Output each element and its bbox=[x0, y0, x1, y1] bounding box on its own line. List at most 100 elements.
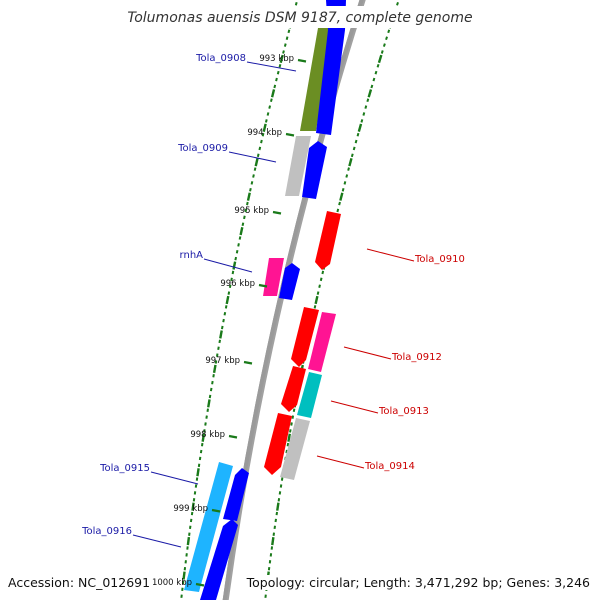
ring-dot bbox=[283, 43, 287, 47]
kbp-tick bbox=[243, 360, 253, 365]
ring-dot bbox=[354, 139, 358, 144]
gene-leader-line bbox=[203, 258, 253, 273]
gray-feature-0914 bbox=[280, 418, 310, 480]
gene-label[interactable]: Tola_0908 bbox=[195, 53, 246, 64]
ring-dot bbox=[374, 70, 378, 75]
ring-dot bbox=[336, 208, 340, 213]
ring-dot bbox=[372, 77, 376, 82]
ring-dot bbox=[262, 123, 267, 132]
kbp-tick bbox=[285, 132, 295, 137]
ring-dot bbox=[282, 50, 285, 54]
ring-dot bbox=[205, 415, 208, 419]
gene-label[interactable]: Tola_0913 bbox=[378, 406, 429, 417]
kbp-tick-label: 999 kbp bbox=[173, 504, 208, 514]
ring-dot bbox=[249, 187, 252, 192]
gene-leader-line bbox=[228, 151, 277, 163]
ring-dot bbox=[266, 112, 270, 116]
ring-dot bbox=[253, 167, 257, 171]
cds-tola-0916[interactable] bbox=[200, 519, 238, 600]
kbp-tick-label: 998 kbp bbox=[190, 430, 225, 440]
ring-dot bbox=[343, 181, 347, 185]
ring-dot bbox=[387, 29, 391, 34]
ring-dot bbox=[270, 89, 276, 98]
reverse-cds-track bbox=[264, 211, 341, 480]
ring-dot bbox=[360, 119, 364, 123]
ring-dot bbox=[285, 449, 288, 454]
kbp-tick-label: 994 kbp bbox=[247, 128, 282, 138]
gene-label[interactable]: Tola_0912 bbox=[391, 352, 442, 363]
ring-dot bbox=[321, 270, 325, 275]
ring-dot bbox=[345, 174, 349, 178]
ring-dot bbox=[316, 291, 320, 295]
ring-dot bbox=[348, 158, 353, 167]
ring-dot bbox=[204, 422, 207, 426]
ring-dot bbox=[318, 284, 321, 289]
ring-dot bbox=[208, 394, 212, 399]
ring-dot bbox=[230, 277, 233, 282]
ring-dot bbox=[241, 222, 245, 226]
gray-feature-0909 bbox=[285, 136, 311, 196]
ring-dot bbox=[239, 226, 244, 236]
ring-dot bbox=[243, 215, 246, 220]
gene-label[interactable]: Tola_0910 bbox=[414, 254, 465, 265]
ring-dot bbox=[225, 295, 230, 305]
accession-footer: Accession: NC_012691 bbox=[8, 575, 151, 590]
ring-dot bbox=[385, 36, 388, 41]
ring-dot bbox=[235, 250, 239, 254]
kbp-tick-label: 996 kbp bbox=[220, 279, 255, 289]
gene-label[interactable]: Tola_0914 bbox=[364, 461, 415, 472]
cds-tola-0914[interactable] bbox=[264, 413, 292, 475]
cds-tola-0909[interactable] bbox=[302, 141, 327, 199]
ring-dot bbox=[287, 29, 291, 34]
gene-label[interactable]: Tola_0916 bbox=[81, 526, 132, 537]
cds-tola-0908[interactable] bbox=[316, 0, 346, 135]
ring-dot bbox=[350, 153, 354, 158]
ring-dot bbox=[364, 105, 368, 109]
ring-dot bbox=[268, 105, 272, 109]
ring-dot bbox=[292, 408, 296, 412]
kbp-tick bbox=[272, 210, 282, 215]
ring-dot bbox=[260, 139, 263, 144]
gene-label[interactable]: rnhA bbox=[180, 250, 204, 261]
olive-feature-0908 bbox=[300, 28, 333, 131]
ring-dot bbox=[222, 318, 225, 323]
ring-dot bbox=[313, 305, 317, 309]
ring-dot bbox=[261, 132, 265, 137]
forward-cds-track bbox=[200, 0, 346, 600]
ring-dot bbox=[279, 484, 283, 488]
ring-dot bbox=[291, 415, 295, 419]
ring-dot bbox=[228, 284, 232, 288]
gene-leader-line bbox=[316, 455, 365, 469]
ring-dot bbox=[347, 167, 350, 171]
kbp-tick-label: 995 kbp bbox=[234, 206, 269, 216]
ring-dot bbox=[287, 433, 291, 442]
ring-dot bbox=[377, 54, 383, 64]
cds-tola-0915[interactable] bbox=[223, 468, 249, 521]
ring-dot bbox=[211, 380, 214, 385]
kbp-tick-label: 1000 kbp bbox=[152, 578, 192, 588]
ring-dot bbox=[246, 192, 251, 201]
gene-leader-line bbox=[366, 248, 415, 262]
cds-tola-0912[interactable] bbox=[281, 366, 306, 412]
gene-leader-line bbox=[246, 61, 297, 72]
ring-dot bbox=[196, 468, 200, 477]
ring-dot bbox=[215, 353, 219, 357]
kbp-tick bbox=[211, 508, 221, 513]
magenta-feature-0912 bbox=[308, 312, 336, 372]
cds-tola-0911[interactable] bbox=[291, 307, 319, 367]
cds-tola-0910[interactable] bbox=[315, 211, 341, 270]
gene-label[interactable]: Tola_0915 bbox=[99, 463, 150, 474]
ring-dot bbox=[380, 50, 384, 54]
ring-dot bbox=[212, 374, 215, 378]
gene-label[interactable]: Tola_0909 bbox=[177, 143, 228, 154]
kbp-tick bbox=[195, 582, 205, 587]
ring-dot bbox=[191, 502, 195, 511]
ring-dot bbox=[256, 153, 260, 158]
backbone bbox=[222, 0, 364, 600]
gene-label-lines: Tola_0908 Tola_0909 rnhA Tola_0910 Tola_0912… bbox=[81, 53, 465, 548]
inner-feature-track bbox=[184, 28, 333, 592]
cds-rnhA[interactable] bbox=[279, 263, 300, 300]
topology-footer: Topology: circular; Length: 3,471,292 bp… bbox=[246, 575, 590, 590]
ring-dot bbox=[254, 158, 259, 167]
